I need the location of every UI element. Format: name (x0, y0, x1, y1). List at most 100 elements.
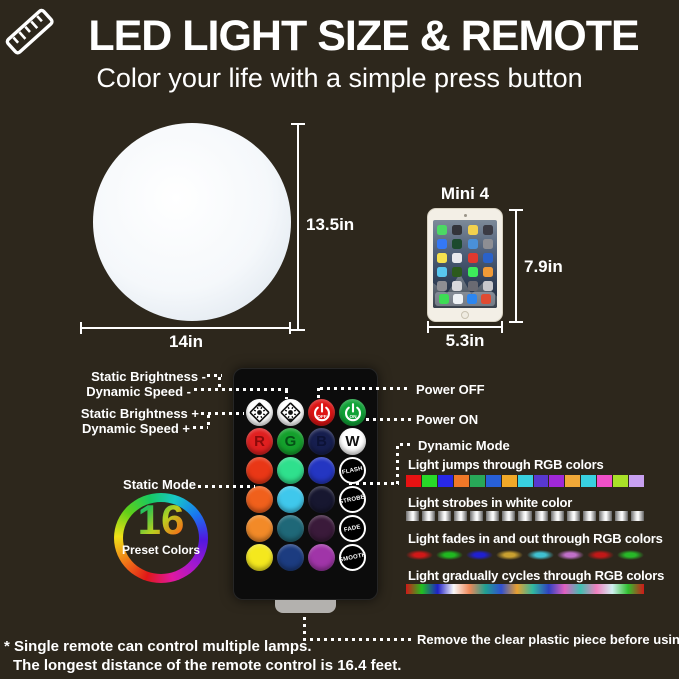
label-static-brightness-minus: Static Brightness - (91, 369, 206, 384)
color-block (469, 475, 485, 487)
color-button-yellow (246, 544, 273, 571)
app-icon (467, 253, 478, 263)
white-block (598, 511, 612, 521)
white-block (454, 511, 468, 521)
white-block (534, 511, 548, 521)
preset-colors-ring-inner (123, 502, 199, 574)
dotted-connector (194, 388, 288, 391)
sphere-width-label: 14in (168, 332, 204, 351)
tablet-height-label: 7.9in (524, 257, 563, 276)
color-block (629, 475, 645, 487)
white-block (502, 511, 516, 521)
ipad-app-icon-grid (437, 225, 493, 291)
dimension-cap (509, 209, 523, 211)
dimension-cap (291, 123, 305, 125)
label-static-brightness-plus: Static Brightness + (80, 406, 199, 421)
fade-button: FADE (339, 515, 366, 542)
ipad-home-button (461, 310, 469, 319)
svg-text:OFF: OFF (317, 413, 327, 419)
label-dynamic-speed-minus: Dynamic Speed - (86, 384, 191, 399)
color-button-blue (308, 457, 335, 484)
ipad-dock (435, 292, 495, 306)
app-icon (452, 239, 463, 249)
red-button: R (246, 428, 273, 455)
jump-color-strip (406, 475, 645, 487)
svg-text:ON: ON (349, 413, 357, 419)
ipad-mini-image (427, 208, 503, 322)
color-button-cyan (277, 486, 304, 513)
label-power-on: Power ON (416, 412, 479, 427)
tablet-width-label: 5.3in (445, 331, 485, 350)
color-block (485, 475, 501, 487)
footer-note-1: * Single remote can control multiple lam… (4, 638, 312, 655)
cycle-color-strip (406, 584, 644, 594)
color-blob (526, 549, 554, 560)
height-dimension-line (297, 124, 299, 330)
dotted-connector (349, 482, 399, 485)
green-button: G (277, 428, 304, 455)
width-dimension-line (80, 327, 291, 329)
led-sphere-image (93, 123, 291, 321)
app-icon (452, 267, 463, 277)
dotted-connector (303, 638, 412, 641)
dotted-connector (303, 617, 306, 639)
ipad-camera-dot (464, 214, 467, 217)
blue-button: B (308, 428, 335, 455)
remove-plastic-note: Remove the clear plastic piece before us… (417, 632, 679, 647)
app-icon (452, 281, 463, 291)
white-block (614, 511, 628, 521)
label-static-mode: Static Mode (123, 477, 196, 492)
app-icon (452, 253, 463, 263)
ipad-screen (433, 220, 497, 308)
tablet-width-dimension-line (427, 326, 503, 328)
label-power-off: Power OFF (416, 382, 485, 397)
color-blob (556, 549, 584, 560)
tablet-name: Mini 4 (440, 184, 490, 203)
dock-app-icon (439, 294, 449, 304)
color-block (613, 475, 629, 487)
white-block (422, 511, 436, 521)
sphere-height-label: 13.5in (306, 215, 355, 234)
app-icon (437, 281, 447, 291)
color-blob (496, 549, 524, 560)
tablet-height-dimension-line (515, 210, 517, 322)
dimension-cap (427, 321, 429, 333)
dotted-connector (396, 446, 399, 484)
white-block (518, 511, 532, 521)
dotted-connector (320, 387, 411, 390)
app-icon (467, 281, 478, 291)
strobe-color-strip (406, 511, 644, 521)
color-button-teal (277, 515, 304, 542)
page-subtitle: Color your life with a simple press butt… (96, 63, 583, 93)
strobe-button: STROBE (339, 486, 366, 513)
brightness-up-button (246, 399, 273, 426)
fade-color-strip (406, 549, 644, 560)
brightness-down-button (277, 399, 304, 426)
color-block (406, 475, 421, 487)
white-block (630, 511, 644, 521)
app-icon (482, 239, 493, 249)
power-off-button: OFF (308, 399, 335, 426)
clear-plastic-tab (275, 600, 336, 613)
color-block (581, 475, 597, 487)
color-block (517, 475, 533, 487)
power-on-button: ON (339, 399, 366, 426)
app-icon (467, 267, 478, 277)
color-block (597, 475, 613, 487)
dotted-connector (201, 412, 244, 415)
mode-label-smooth: Light gradually cycles through RGB color… (408, 568, 665, 583)
smooth-button: SMOOTH (338, 544, 367, 571)
white-block (550, 511, 564, 521)
label-dynamic-speed-plus: Dynamic Speed + (81, 421, 190, 436)
white-block (582, 511, 596, 521)
footer-note-2: The longest distance of the remote contr… (13, 657, 402, 674)
dimension-cap (80, 322, 82, 334)
preset-count: 16 (114, 499, 208, 541)
dotted-connector (207, 374, 222, 377)
app-icon (467, 225, 478, 235)
white-block (406, 511, 420, 521)
dock-app-icon (467, 294, 477, 304)
color-button-red-orange (246, 457, 273, 484)
color-blob (436, 549, 464, 560)
